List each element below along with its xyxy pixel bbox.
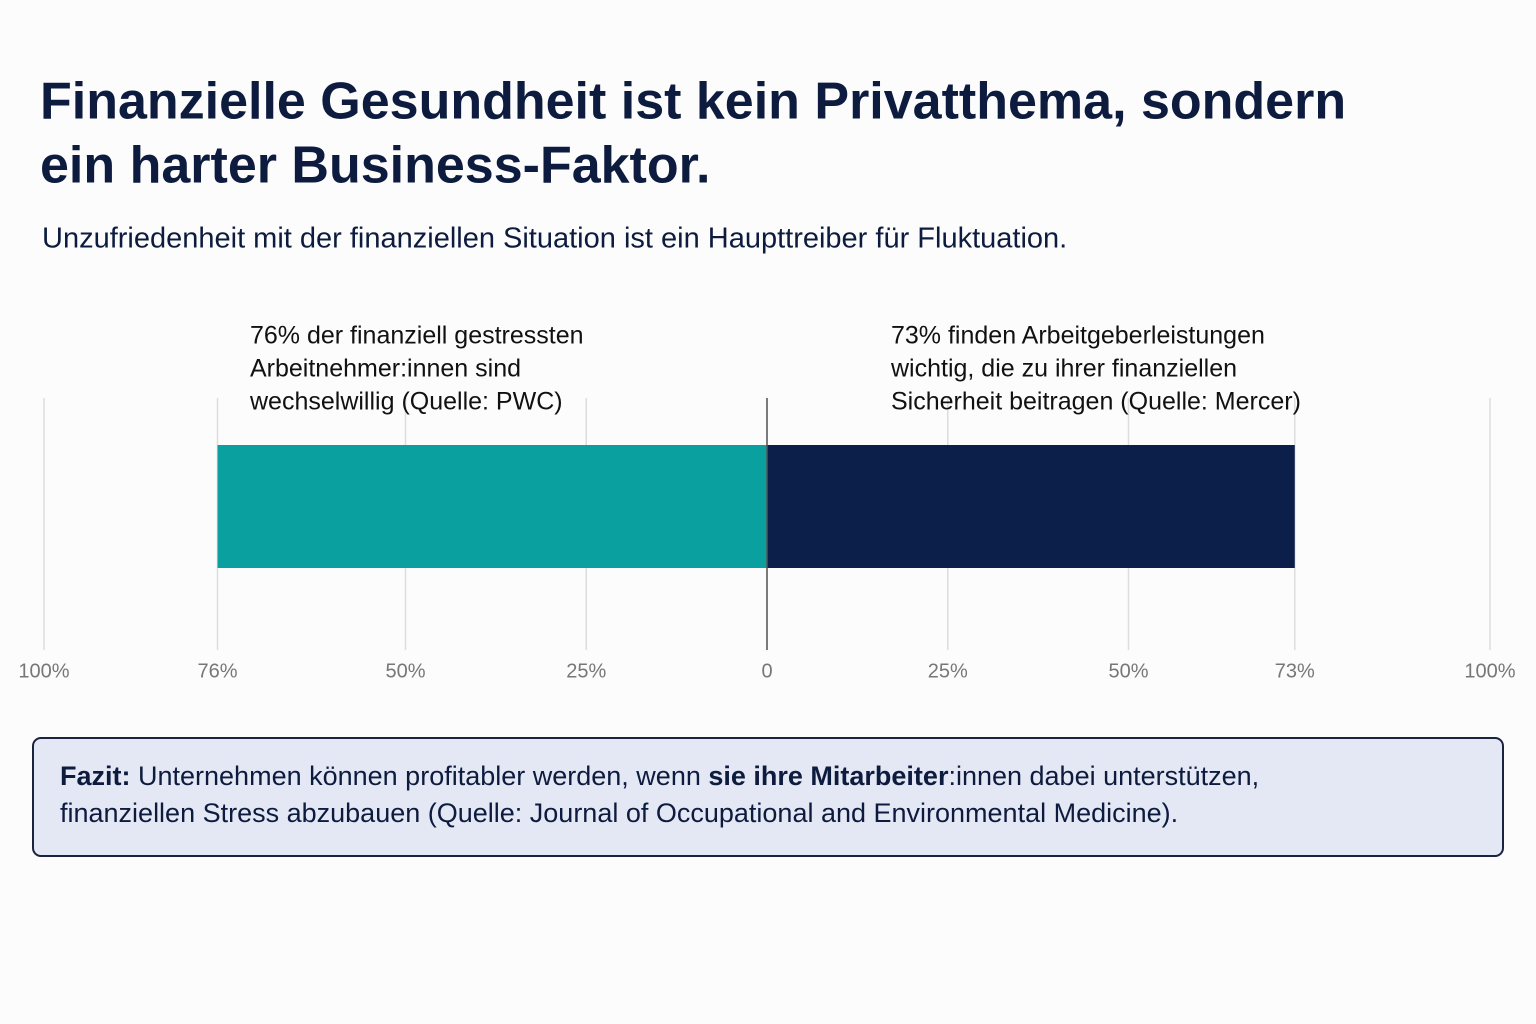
subtitle: Unzufriedenheit mit der finanziellen Sit… xyxy=(42,223,1067,255)
annotation-line: 76% der finanziell gestressten xyxy=(250,322,584,350)
note-segment: finanziellen Stress abzubauen (Quelle: J… xyxy=(60,798,1178,828)
bar xyxy=(767,445,1295,568)
x-tick-label: 0 xyxy=(761,660,772,682)
bar xyxy=(217,445,767,568)
x-tick-label: 100% xyxy=(1464,660,1515,682)
note-line: Fazit: Unternehmen können profitabler we… xyxy=(60,761,1259,791)
note-segment: sie ihre Mitarbeiter xyxy=(708,761,949,791)
note-segment: Fazit: xyxy=(60,761,131,791)
x-tick-label: 76% xyxy=(198,660,238,682)
x-tick-label: 100% xyxy=(18,660,69,682)
annotation-line: wichtig, die zu ihrer finanziellen xyxy=(890,355,1237,383)
annotation-line: 73% finden Arbeitgeberleistungen xyxy=(891,322,1265,350)
annotation-line: wechselwillig (Quelle: PWC) xyxy=(249,388,563,416)
annotation-line: Sicherheit beitragen (Quelle: Mercer) xyxy=(891,388,1301,416)
note-line: finanziellen Stress abzubauen (Quelle: J… xyxy=(60,798,1178,828)
x-tick-label: 73% xyxy=(1275,660,1315,682)
title-line: Finanzielle Gesundheit ist kein Privatth… xyxy=(40,73,1346,131)
annotation-line: Arbeitnehmer:innen sind xyxy=(250,355,521,383)
note-segment: Unternehmen können profitabler werden, w… xyxy=(131,761,709,791)
x-tick-label: 50% xyxy=(385,660,425,682)
x-tick-label: 25% xyxy=(928,660,968,682)
x-tick-label: 50% xyxy=(1108,660,1148,682)
x-tick-label: 25% xyxy=(566,660,606,682)
title-line: ein harter Business-Faktor. xyxy=(40,137,710,195)
note-segment: :innen dabei unterstützen, xyxy=(948,761,1259,791)
note-box xyxy=(32,737,1504,857)
